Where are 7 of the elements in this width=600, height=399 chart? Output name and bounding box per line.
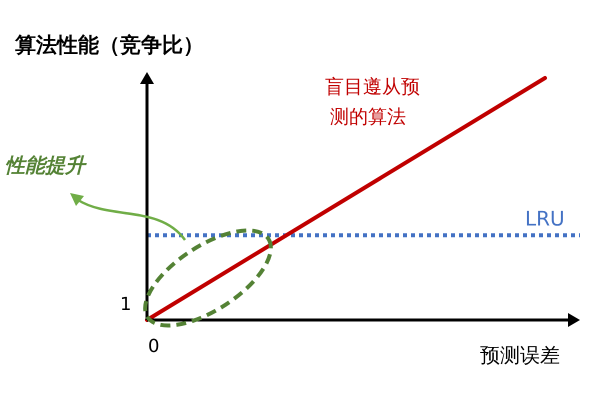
annotation: 性能提升 (5, 153, 87, 177)
x-axis-title: 预测误差 (480, 343, 560, 367)
ref-line-label: LRU (525, 206, 565, 230)
annotation: 1 (120, 294, 132, 315)
text: 0 (148, 336, 160, 357)
series-label: 盲目遵从预测的算法 (325, 76, 420, 128)
y-axis-title: 算法性能（竞争比） (14, 33, 204, 57)
